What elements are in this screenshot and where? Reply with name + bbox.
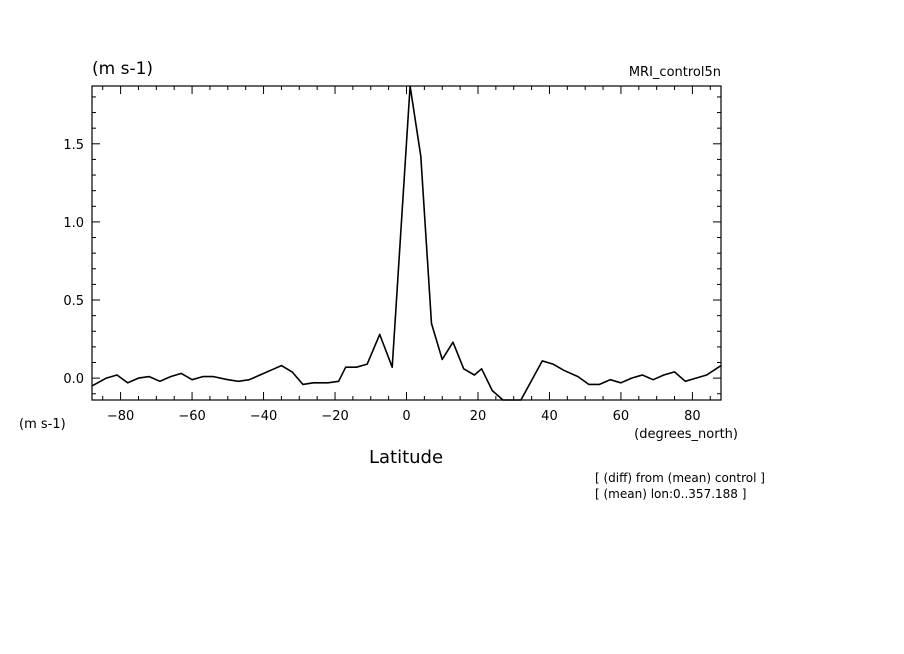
series-layer	[91, 85, 722, 401]
data-point	[105, 377, 107, 379]
note-line-1: [ (diff) from (mean) control ]	[595, 471, 765, 485]
x-tick-label: −80	[107, 409, 134, 424]
data-point	[227, 379, 229, 381]
data-point	[337, 380, 340, 382]
data-point	[620, 382, 622, 384]
data-point	[441, 358, 443, 360]
data-point	[159, 380, 161, 382]
data-point	[180, 372, 182, 375]
data-point	[379, 333, 381, 335]
data-point	[541, 360, 543, 362]
x-tick-label: −20	[321, 409, 348, 424]
data-point	[345, 366, 347, 368]
data-point	[312, 382, 315, 384]
x-tick-label: 60	[613, 409, 630, 424]
data-point	[588, 383, 590, 385]
data-point	[420, 155, 422, 157]
x-tick-label: 0	[402, 409, 410, 424]
data-point	[327, 382, 329, 384]
data-point	[280, 365, 283, 367]
source-label: MRI_control5n	[629, 65, 721, 80]
y-units-label-bottom: (m s-1)	[19, 417, 66, 432]
data-point	[563, 369, 565, 371]
data-point	[148, 375, 150, 378]
data-point	[695, 377, 697, 379]
x-axis-label: Latitude	[369, 447, 443, 468]
data-point	[673, 371, 676, 373]
data-point	[430, 322, 433, 325]
y-tick-label: 0.0	[63, 372, 84, 387]
plot-frame	[91, 85, 722, 401]
data-point	[491, 390, 493, 392]
series-line	[91, 85, 722, 401]
data-point	[463, 368, 465, 370]
data-point	[609, 379, 611, 381]
data-point	[473, 374, 476, 376]
data-point	[248, 379, 250, 381]
data-point	[391, 366, 393, 368]
data-point	[366, 363, 368, 365]
data-point	[641, 374, 643, 376]
note-line-2: [ (mean) lon:0..357.188 ]	[595, 487, 746, 501]
x-tick-label: 20	[470, 409, 487, 424]
data-point	[212, 375, 215, 378]
data-point	[202, 375, 204, 378]
data-point	[452, 341, 454, 343]
x-units-label: (degrees_north)	[634, 427, 738, 442]
data-point	[191, 379, 193, 381]
data-point	[663, 374, 665, 376]
x-tick-label: 80	[684, 409, 701, 424]
data-point	[302, 383, 304, 385]
data-point	[355, 366, 358, 368]
data-point	[631, 377, 633, 379]
y-tick-label: 0.5	[63, 294, 84, 309]
data-point	[137, 377, 140, 379]
data-point	[652, 379, 654, 381]
x-tick-label: 40	[541, 409, 558, 424]
data-point	[598, 383, 601, 385]
data-point	[577, 375, 579, 378]
x-tick-label: −60	[178, 409, 205, 424]
axis-ticks	[92, 86, 721, 400]
data-point	[684, 380, 686, 382]
tick-labels: −80 −60 −40 −20 0 20 40 60 80 0.0 0.5 1.0 1.5	[63, 138, 700, 424]
data-point	[170, 375, 172, 378]
y-units-label-top: (m s-1)	[92, 59, 153, 79]
data-point	[552, 363, 554, 365]
data-point	[706, 374, 708, 376]
x-tick-label: −40	[250, 409, 277, 424]
data-point	[116, 374, 118, 376]
data-point	[270, 369, 272, 371]
data-point	[480, 368, 483, 370]
data-point	[237, 380, 240, 382]
y-tick-label: 1.0	[63, 216, 84, 231]
y-tick-label: 1.5	[63, 138, 84, 153]
data-point	[259, 374, 261, 376]
data-point	[291, 371, 293, 373]
data-point	[127, 382, 129, 384]
